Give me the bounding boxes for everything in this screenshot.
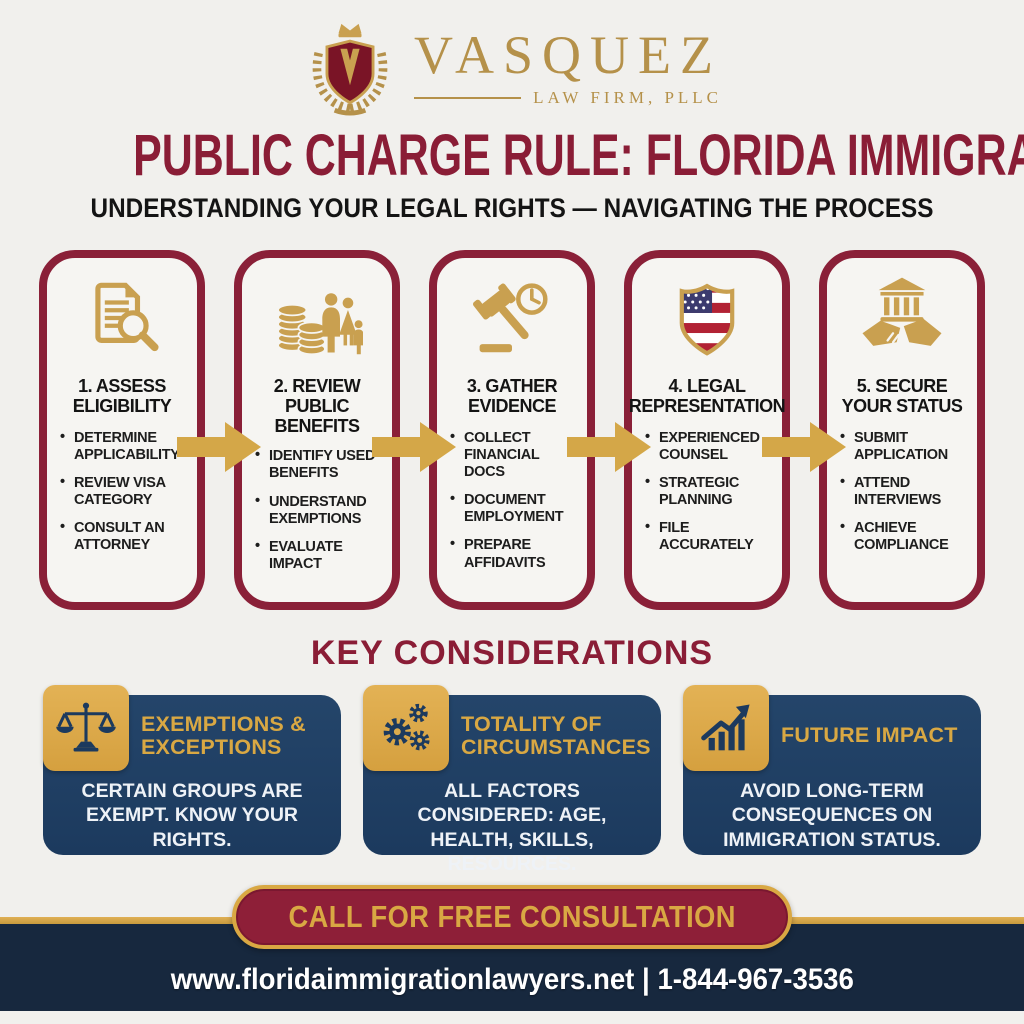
laurel-shield-crown-icon: [312, 23, 388, 116]
brand-subname: LAW FIRM, PLLC: [533, 88, 723, 107]
website-link[interactable]: www.floridaimmigrationlawyers.net: [170, 962, 635, 996]
step-card-1: 1. ASSESS ELIGIBILITY DETERMINE APPLICAB…: [39, 249, 205, 610]
step-title: 4. LEGAL REPRESENTATION: [628, 375, 786, 417]
step-bullet-list: SUBMIT APPLICATION ATTEND INTERVIEWS ACH…: [837, 429, 967, 566]
courthouse-handshake-icon: [857, 274, 947, 362]
consideration-body: AVOID LONG-TERM CONSEQUENCES ON IMMIGRAT…: [723, 779, 941, 851]
brand-name: VASQUEZ: [413, 25, 723, 85]
step-card-5: 5. SECURE YOUR STATUS SUBMIT APPLICATION…: [819, 249, 985, 610]
step-title: 3. GATHER EVIDENCE: [466, 375, 558, 417]
scales-icon: [43, 684, 129, 771]
step-bullet: DOCUMENT EMPLOYMENT: [449, 491, 575, 526]
step-bullet: IDENTIFY USED BENEFITS: [254, 447, 380, 482]
consideration-body: CERTAIN GROUPS ARE EXEMPT. KNOW YOUR RIG…: [81, 779, 303, 851]
growth-chart-icon: [683, 684, 769, 771]
step-card-3: 3. GATHER EVIDENCE COLLECT FINANCIAL DOC…: [429, 249, 595, 610]
step-card-2: 2. REVIEW PUBLIC BENEFITS IDENTIFY USED …: [234, 249, 400, 610]
step-title: 5. SECURE YOUR STATUS: [841, 375, 963, 417]
arrow-right-icon: [177, 421, 261, 472]
step-bullet: DETERMINE APPLICABILITY: [59, 429, 185, 464]
arrow-right-icon: [762, 421, 846, 472]
step-bullet-list: DETERMINE APPLICABILITY REVIEW VISA CATE…: [57, 429, 187, 566]
step-bullet: EVALUATE IMPACT: [254, 538, 380, 573]
step-bullet: ACHIEVE COMPLIANCE: [839, 519, 965, 554]
brand-logo: VASQUEZ LAW FIRM, PLLC: [0, 0, 1024, 116]
step-bullet: PREPARE AFFIDAVITS: [449, 536, 575, 571]
step-bullet: STRATEGIC PLANNING: [644, 474, 770, 509]
step-bullet: CONSULT AN ATTORNEY: [59, 519, 185, 554]
step-bullet: EXPERIENCED COUNSEL: [644, 429, 770, 464]
page-subtitle: UNDERSTANDING YOUR LEGAL RIGHTS — NAVIGA…: [90, 192, 934, 223]
step-bullet: COLLECT FINANCIAL DOCS: [449, 429, 575, 481]
brand-rule: [413, 97, 522, 99]
footer-separator: |: [634, 962, 658, 996]
step-title: 2. REVIEW PUBLIC BENEFITS: [273, 375, 361, 437]
process-steps-row: 1. ASSESS ELIGIBILITY DETERMINE APPLICAB…: [0, 249, 1024, 610]
consideration-card-future: FUTURE IMPACT AVOID LONG-TERM CONSEQUENC…: [683, 684, 981, 855]
gears-icon: [363, 684, 449, 771]
consideration-title: TOTALITY OF CIRCUMSTANCES: [461, 711, 651, 759]
document-magnifier-icon: [79, 274, 165, 362]
flag-shield-icon: [665, 274, 749, 362]
call-cta-label: CALL FOR FREE CONSULTATION: [288, 898, 736, 934]
step-card-4: 4. LEGAL REPRESENTATION EXPERIENCED COUN…: [624, 249, 790, 610]
step-bullet-list: IDENTIFY USED BENEFITS UNDERSTAND EXEMPT…: [252, 447, 382, 584]
key-considerations-heading: KEY CONSIDERATIONS: [310, 633, 714, 672]
step-title: 1. ASSESS ELIGIBILITY: [72, 375, 172, 417]
consideration-card-exemptions: EXEMPTIONS & EXCEPTIONS CERTAIN GROUPS A…: [43, 684, 341, 855]
call-cta-button[interactable]: CALL FOR FREE CONSULTATION: [232, 884, 792, 949]
step-bullet: UNDERSTAND EXEMPTIONS: [254, 493, 380, 528]
page-title: PUBLIC CHARGE RULE: FLORIDA IMMIGRANTS: [133, 123, 1024, 188]
key-considerations-row: EXEMPTIONS & EXCEPTIONS CERTAIN GROUPS A…: [0, 684, 1024, 875]
consideration-body: ALL FACTORS CONSIDERED: AGE, HEALTH, SKI…: [417, 779, 607, 876]
gavel-clock-icon: [467, 274, 557, 362]
arrow-right-icon: [372, 421, 456, 472]
footer-section: CALL FOR FREE CONSULTATION www.floridaim…: [0, 884, 1024, 1011]
step-bullet: ATTEND INTERVIEWS: [839, 474, 965, 509]
step-bullet-list: COLLECT FINANCIAL DOCS DOCUMENT EMPLOYME…: [447, 429, 577, 583]
arrow-right-icon: [567, 421, 651, 472]
phone-link[interactable]: 1-844-967-3536: [657, 962, 854, 996]
step-bullet: REVIEW VISA CATEGORY: [59, 474, 185, 509]
consideration-card-totality: TOTALITY OF CIRCUMSTANCES ALL FACTORS CO…: [363, 684, 661, 875]
step-bullet-list: EXPERIENCED COUNSEL STRATEGIC PLANNING F…: [642, 429, 772, 566]
consideration-title: FUTURE IMPACT: [781, 723, 958, 748]
coins-family-icon: [271, 274, 363, 362]
consideration-title: EXEMPTIONS & EXCEPTIONS: [141, 711, 306, 759]
step-bullet: FILE ACCURATELY: [644, 519, 770, 554]
step-bullet: SUBMIT APPLICATION: [839, 429, 965, 464]
